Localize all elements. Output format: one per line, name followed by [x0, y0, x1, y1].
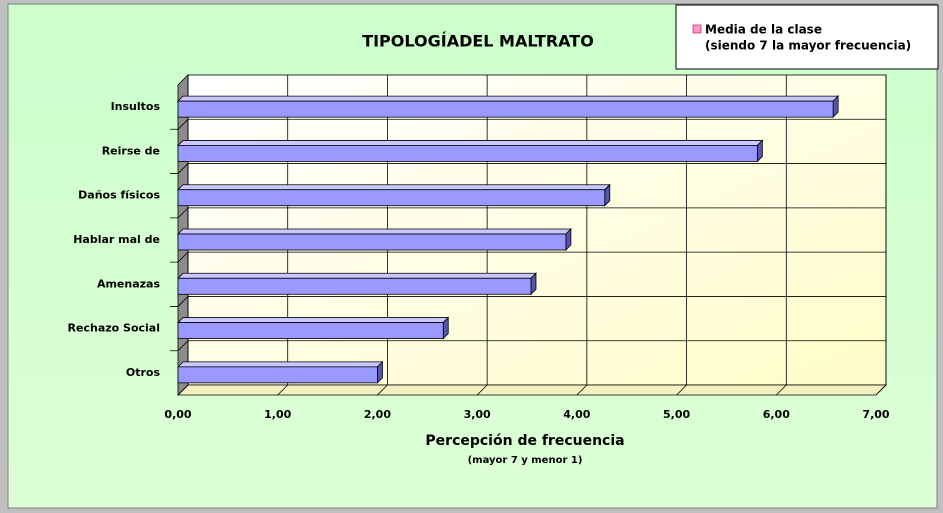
bar-top — [177, 184, 611, 191]
bar-face — [177, 322, 444, 339]
grid-line — [277, 75, 289, 396]
legend-label: Media de la clase — [705, 23, 822, 37]
grid-line — [576, 75, 588, 396]
bar — [177, 272, 537, 296]
x-axis-title: Percepción de frecuencia — [425, 433, 624, 449]
grid-line — [476, 75, 488, 396]
x-tick-label: 1,00 — [264, 408, 291, 421]
grid-line — [776, 75, 787, 396]
x-tick-label: 4,00 — [563, 408, 590, 421]
bar — [177, 360, 384, 384]
x-tick-label: 2,00 — [364, 408, 391, 421]
grid-line — [875, 75, 887, 396]
category-grid — [170, 207, 886, 219]
bar — [177, 95, 840, 119]
y-tick-label: Hablar mal de — [73, 233, 160, 246]
grid-line — [377, 75, 388, 396]
legend-swatch — [692, 24, 702, 34]
grid — [170, 75, 887, 396]
y-tick-label: Daños físicos — [78, 189, 160, 202]
y-tick-label: Reirse de — [102, 144, 160, 157]
x-tick-label: 0,00 — [164, 408, 191, 421]
y-tick-label: Amenazas — [97, 277, 161, 290]
grid-line — [676, 75, 687, 396]
y-tick-label: Rechazo Social — [68, 322, 160, 335]
bar-face — [177, 277, 532, 295]
x-tick-label: 5,00 — [663, 408, 690, 421]
bar-top — [177, 95, 840, 102]
category-grid — [170, 340, 886, 352]
category-grid — [170, 251, 886, 263]
bar — [177, 316, 450, 340]
legend-note: (siendo 7 la mayor frecuencia) — [705, 39, 911, 53]
bar-top — [177, 228, 572, 235]
y-tick-label: Insultos — [111, 100, 161, 113]
bar-face — [177, 189, 606, 207]
x-tick-label: 3,00 — [464, 408, 491, 421]
bar — [177, 183, 611, 207]
bar-top — [177, 361, 384, 368]
bar-face — [177, 233, 567, 251]
chart-title: TIPOLOGÍADEL MALTRATO — [362, 32, 594, 51]
bar — [177, 139, 764, 163]
bar-face — [177, 366, 378, 384]
bar-face — [177, 145, 758, 162]
x-tick-label: 7,00 — [862, 408, 889, 421]
category-grid — [170, 296, 886, 307]
x-axis-subtitle: (mayor 7 y menor 1) — [468, 455, 583, 466]
bar-top — [177, 272, 537, 279]
grid-line — [177, 75, 189, 396]
bar — [177, 228, 572, 251]
x-tick-label: 6,00 — [763, 408, 790, 421]
floor — [177, 384, 887, 396]
category-grid — [170, 163, 886, 174]
y-tick-label: Otros — [126, 366, 161, 379]
legend — [675, 4, 939, 70]
bar-top — [177, 140, 764, 146]
bar-top — [177, 317, 450, 323]
category-grid — [170, 118, 886, 130]
bar-face — [177, 100, 834, 118]
